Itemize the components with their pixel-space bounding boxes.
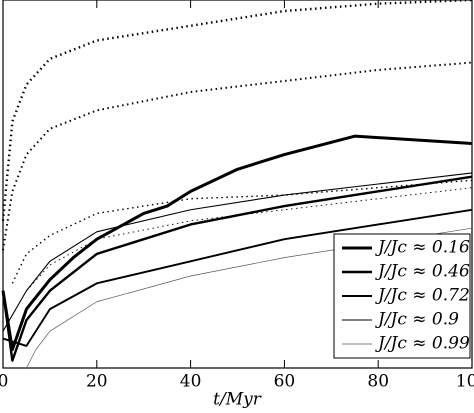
x-tick-label: 40 xyxy=(180,372,202,392)
legend-box xyxy=(333,233,471,359)
x-tick-label: 0 xyxy=(0,372,8,392)
series-line xyxy=(2,61,473,251)
x-tick-label: 80 xyxy=(367,372,389,392)
legend-label: J/Jc ≈ 0.9 xyxy=(375,310,459,330)
legend-label: J/Jc ≈ 0.72 xyxy=(375,286,470,306)
series-line xyxy=(1,134,473,352)
x-tick-label: 60 xyxy=(274,372,296,392)
legend-label: J/Jc ≈ 0.99 xyxy=(375,334,470,354)
series-line xyxy=(2,208,473,347)
x-tick-label: 20 xyxy=(86,372,108,392)
legend-label: J/Jc ≈ 0.16 xyxy=(375,238,470,258)
legend-label: J/Jc ≈ 0.46 xyxy=(375,262,470,282)
x-tick-label: 100 xyxy=(456,372,474,392)
x-axis-label: t/Myr xyxy=(213,390,262,410)
plot-frame xyxy=(2,0,473,369)
series-line xyxy=(1,175,473,362)
